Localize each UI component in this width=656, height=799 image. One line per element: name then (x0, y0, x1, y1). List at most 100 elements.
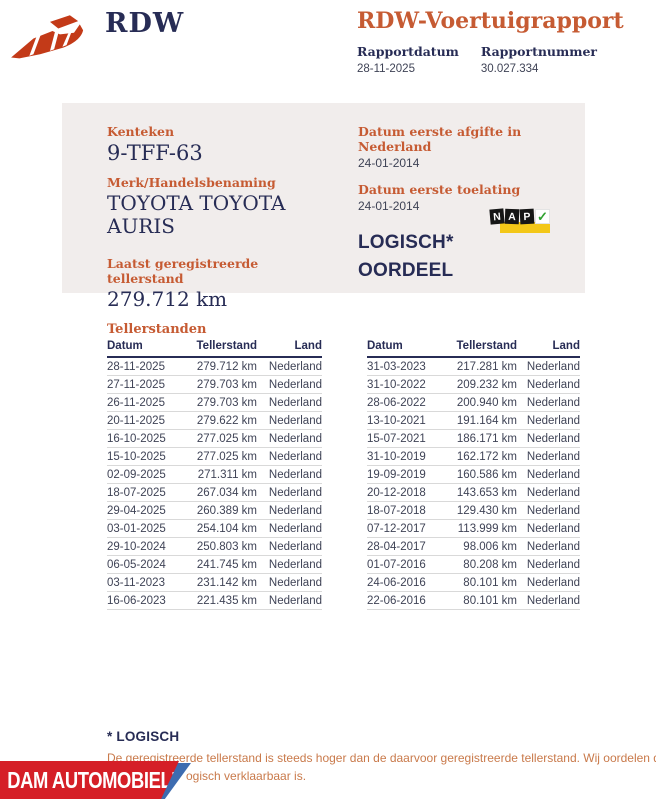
report-meta: Rapportdatum 28-11-2025 Rapportnummer 30… (357, 44, 597, 75)
tellerstand-cell: 80.101 km (451, 573, 525, 592)
tellerstand-row: 16-06-2023 221.435 km Nederland (107, 591, 322, 610)
dealer-banner: DAM AUTOMOBIELEN (0, 761, 179, 799)
laatste-tellerstand-value: 279.712 km (107, 286, 228, 311)
tellerstand-cell: Nederland (525, 537, 580, 556)
tellerstand-cell: 20-11-2025 (107, 411, 191, 430)
tellerstand-row: 20-11-2025 279.622 km Nederland (107, 411, 322, 430)
tellerstand-cell: Nederland (525, 375, 580, 394)
nap-tiles: N A P ✓ (489, 208, 550, 225)
dealer-banner-text: DAM AUTOMOBIELEN (7, 766, 197, 793)
tellerstand-cell: Nederland (265, 519, 322, 538)
tellerstand-cell: 19-09-2019 (367, 465, 451, 484)
tellerstand-row: 20-12-2018 143.653 km Nederland (367, 483, 580, 502)
tellerstanden-title: Tellerstanden (107, 322, 207, 337)
tellerstanden-table-left: Datum Tellerstand Land 28-11-2025 279.712… (107, 339, 322, 610)
tellerstand-row: 15-10-2025 277.025 km Nederland (107, 447, 322, 466)
tellerstand-cell: 279.703 km (191, 375, 265, 394)
report-number-block: Rapportnummer 30.027.334 (481, 44, 597, 75)
tellerstand-cell: 143.653 km (451, 483, 525, 502)
tellerstand-row: 31-03-2023 217.281 km Nederland (367, 357, 580, 376)
tellerstand-cell: 221.435 km (191, 591, 265, 610)
footnote-text-line1: De geregistreerde tellerstand is steeds … (107, 751, 656, 765)
column-header-tellerstand: Tellerstand (191, 339, 265, 358)
tellerstand-cell: 15-10-2025 (107, 447, 191, 466)
verdict-line1: LOGISCH* (358, 232, 454, 253)
laatste-tellerstand-label: Laatst geregistreerde tellerstand (107, 255, 259, 286)
tellerstand-cell: 02-09-2025 (107, 465, 191, 484)
tellerstand-cell: 18-07-2025 (107, 483, 191, 502)
tellerstand-cell: 15-07-2021 (367, 429, 451, 448)
tellerstand-cell: Nederland (525, 465, 580, 484)
vehicle-info-left-column: Kenteken 9-TFF-63 Merk/Handelsbenaming T… (107, 115, 337, 312)
tellerstand-cell: 27-11-2025 (107, 375, 191, 394)
tellerstand-cell: 29-04-2025 (107, 501, 191, 520)
afgifte-value: 24-01-2014 (358, 156, 420, 170)
verdict-text: LOGISCH* OORDEEL (358, 229, 508, 284)
toelating-value: 24-01-2014 (358, 199, 420, 213)
tellerstand-cell: 267.034 km (191, 483, 265, 502)
tellerstand-cell: 80.208 km (451, 555, 525, 574)
tellerstand-cell: 162.172 km (451, 447, 525, 466)
tellerstand-row: 19-09-2019 160.586 km Nederland (367, 465, 580, 484)
tellerstand-cell: 03-01-2025 (107, 519, 191, 538)
nap-letter-p: P (519, 208, 535, 225)
tellerstand-cell: 191.164 km (451, 411, 525, 430)
tellerstand-row: 18-07-2025 267.034 km Nederland (107, 483, 322, 502)
tellerstand-cell: 13-10-2021 (367, 411, 451, 430)
tellerstand-row: 28-11-2025 279.712 km Nederland (107, 357, 322, 376)
report-date-block: Rapportdatum 28-11-2025 (357, 44, 459, 75)
tellerstand-row: 28-06-2022 200.940 km Nederland (367, 393, 580, 412)
tellerstand-cell: 26-11-2025 (107, 393, 191, 412)
tellerstand-cell: Nederland (265, 537, 322, 556)
tellerstand-cell: 279.712 km (191, 357, 265, 376)
tellerstand-cell: 16-10-2025 (107, 429, 191, 448)
tellerstand-cell: 22-06-2016 (367, 591, 451, 610)
tellerstand-cell: 31-03-2023 (367, 357, 451, 376)
tellerstand-cell: Nederland (265, 555, 322, 574)
merk-label: Merk/Handelsbenaming (107, 174, 276, 190)
tellerstand-cell: 31-10-2022 (367, 375, 451, 394)
tellerstand-cell: 29-10-2024 (107, 537, 191, 556)
column-header-datum: Datum (367, 339, 451, 358)
page-title: RDW-Voertuigrapport (357, 8, 624, 34)
tellerstand-row: 03-01-2025 254.104 km Nederland (107, 519, 322, 538)
tellerstand-row: 03-11-2023 231.142 km Nederland (107, 573, 322, 592)
tellerstand-cell: 231.142 km (191, 573, 265, 592)
tellerstand-row: 15-07-2021 186.171 km Nederland (367, 429, 580, 448)
kenteken-label: Kenteken (107, 124, 175, 139)
nap-checkmark-icon: ✓ (535, 209, 550, 224)
merk-value: TOYOTA TOYOTA AURIS (107, 190, 286, 239)
tellerstand-row: 27-11-2025 279.703 km Nederland (107, 375, 322, 394)
tellerstanden-table-right: Datum Tellerstand Land 31-03-2023 217.281… (367, 339, 580, 610)
footnote-text-line2: ogisch verklaarbaar is. (186, 769, 307, 783)
tellerstand-cell: 277.025 km (191, 429, 265, 448)
tellerstand-row: 16-10-2025 277.025 km Nederland (107, 429, 322, 448)
tellerstand-cell: Nederland (265, 501, 322, 520)
nap-letter-n: N (489, 208, 505, 225)
tellerstand-cell: Nederland (265, 591, 322, 610)
tellerstand-row: 31-10-2019 162.172 km Nederland (367, 447, 580, 466)
tellerstand-row: 06-05-2024 241.745 km Nederland (107, 555, 322, 574)
column-header-land: Land (525, 339, 580, 358)
tellerstand-cell: 24-06-2016 (367, 573, 451, 592)
tellerstand-cell: 277.025 km (191, 447, 265, 466)
tellerstand-cell: Nederland (265, 375, 322, 394)
tellerstand-row: 22-06-2016 80.101 km Nederland (367, 591, 580, 610)
tellerstand-cell: Nederland (265, 483, 322, 502)
tellerstand-cell: 07-12-2017 (367, 519, 451, 538)
tellerstand-cell: 80.101 km (451, 591, 525, 610)
tellerstand-cell: 113.999 km (451, 519, 525, 538)
tellerstand-cell: 217.281 km (451, 357, 525, 376)
tellerstand-cell: Nederland (525, 501, 580, 520)
tellerstand-cell: Nederland (265, 411, 322, 430)
tellerstand-cell: Nederland (265, 357, 322, 376)
report-number-label: Rapportnummer (480, 44, 598, 59)
vehicle-info-right-column: Datum eerste afgifte in Nederland 24-01-… (358, 115, 583, 284)
tellerstand-cell: 250.803 km (191, 537, 265, 556)
tellerstand-cell: 06-05-2024 (107, 555, 191, 574)
tellerstand-cell: 18-07-2018 (367, 501, 451, 520)
nap-yellow-bar (500, 222, 550, 233)
brand-wordmark: RDW (105, 8, 185, 39)
tellerstand-cell: 160.586 km (451, 465, 525, 484)
